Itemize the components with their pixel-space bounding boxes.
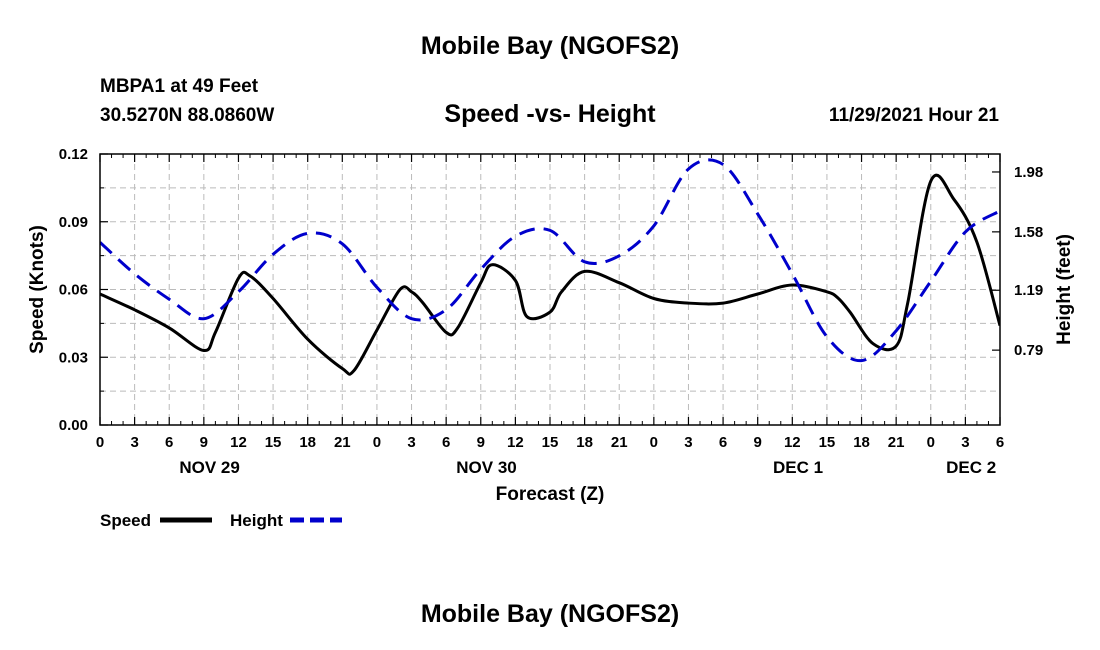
- x-tick-label: 18: [576, 434, 593, 451]
- y-tick-label: 0.03: [59, 349, 88, 366]
- x-tick-label: 15: [542, 434, 559, 451]
- x-tick-label: 9: [754, 434, 762, 451]
- y-tick-label: 0.06: [59, 282, 88, 299]
- x-tick-label: 6: [442, 434, 450, 451]
- x-tick-label: 12: [507, 434, 524, 451]
- x-tick-label: 0: [650, 434, 658, 451]
- x-tick-label: 9: [200, 434, 208, 451]
- x-tick-label: 18: [299, 434, 316, 451]
- legend-label-speed: Speed: [100, 511, 151, 530]
- x-tick-label: 3: [407, 434, 415, 451]
- x-tick-label: 3: [130, 434, 138, 451]
- y2-tick-label: 1.58: [1014, 224, 1043, 241]
- x-tick-label: 18: [853, 434, 870, 451]
- x-tick-label: 6: [165, 434, 173, 451]
- x-tick-label: 0: [927, 434, 935, 451]
- page-title: Mobile Bay (NGOFS2): [420, 32, 680, 60]
- x-axis-title: Forecast (Z): [496, 484, 605, 505]
- x-tick-label: 12: [230, 434, 247, 451]
- y2-tick-label: 0.79: [1014, 342, 1043, 359]
- y-tick-label: 0.00: [59, 417, 88, 434]
- day-label: NOV 30: [456, 458, 516, 477]
- coordinates-label: 30.5270N 88.0860W: [100, 105, 275, 126]
- x-tick-label: 12: [784, 434, 801, 451]
- x-tick-label: 6: [719, 434, 727, 451]
- day-label: NOV 29: [179, 458, 239, 477]
- chart-title: Speed -vs- Height: [444, 100, 656, 128]
- y2-axis-title: Height (feet): [1054, 234, 1075, 345]
- y-tick-label: 0.12: [59, 146, 88, 163]
- x-tick-label: 15: [819, 434, 836, 451]
- series-layer: [100, 158, 1000, 376]
- y-tick-label: 0.09: [59, 214, 88, 231]
- legend: Speed Height: [100, 511, 342, 530]
- day-label: DEC 1: [773, 458, 823, 477]
- forecast-timestamp: 11/29/2021 Hour 21: [828, 105, 999, 126]
- y2-tick-label: 1.19: [1014, 282, 1043, 299]
- x-tick-label: 21: [611, 434, 628, 451]
- y2-tick-label: 1.98: [1014, 164, 1043, 181]
- day-label: DEC 2: [946, 458, 996, 477]
- axes-layer: 0 3 6 9 12 15 18 21 0 3 6 9 12 15 18 21 0 3 6 9 12 15 18 21 0 3 6N…: [59, 146, 1043, 477]
- x-tick-label: 3: [961, 434, 969, 451]
- page-title-bottom: Mobile Bay (NGOFS2): [420, 600, 680, 628]
- x-tick-label: 21: [334, 434, 351, 451]
- legend-label-height: Height: [230, 511, 283, 530]
- y-axis-title: Speed (Knots): [27, 225, 48, 354]
- series-line-speed: [100, 173, 1000, 376]
- x-tick-label: 3: [684, 434, 692, 451]
- x-tick-label: 15: [265, 434, 282, 451]
- grid-layer: [100, 154, 1000, 425]
- x-tick-label: 0: [373, 434, 381, 451]
- station-label: MBPA1 at 49 Feet: [100, 76, 259, 97]
- x-tick-label: 9: [477, 434, 485, 451]
- x-tick-label: 6: [996, 434, 1004, 451]
- x-tick-label: 0: [96, 434, 104, 451]
- series-line-height: [100, 158, 1000, 363]
- x-tick-label: 21: [888, 434, 905, 451]
